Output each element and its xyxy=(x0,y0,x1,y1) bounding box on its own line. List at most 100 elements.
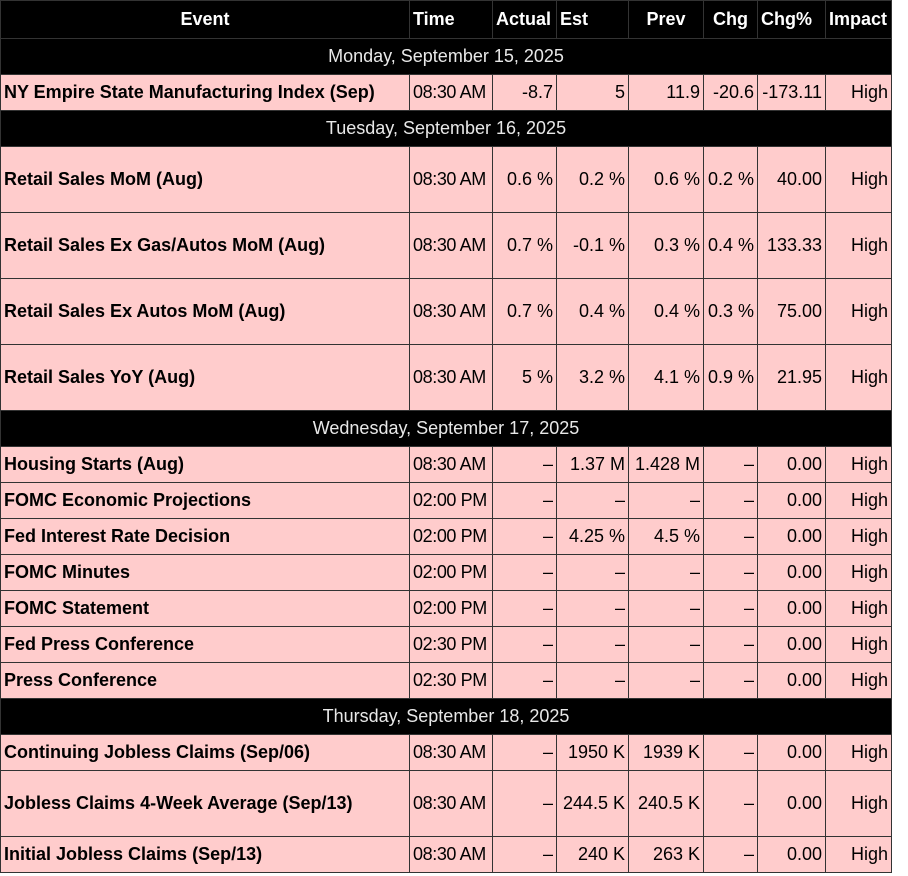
event-name: FOMC Minutes xyxy=(0,554,410,591)
previous-value: 1.428 M xyxy=(628,446,704,483)
change-percent: 21.95 xyxy=(757,344,826,411)
event-name: Retail Sales Ex Gas/Autos MoM (Aug) xyxy=(0,212,410,279)
actual-value: 0.7 % xyxy=(492,278,557,345)
actual-value: -8.7 xyxy=(492,74,557,111)
change-value: – xyxy=(703,482,758,519)
change-percent: 0.00 xyxy=(757,626,826,663)
change-percent: 133.33 xyxy=(757,212,826,279)
change-percent: 0.00 xyxy=(757,590,826,627)
actual-value: – xyxy=(492,554,557,591)
impact-level: High xyxy=(825,590,892,627)
change-value: 0.4 % xyxy=(703,212,758,279)
event-name: NY Empire State Manufacturing Index (Sep… xyxy=(0,74,410,111)
estimate-value: 5 xyxy=(556,74,629,111)
event-time: 02:00 PM xyxy=(409,590,493,627)
column-header-chg-pct: Chg% xyxy=(757,0,826,39)
day-header-row: Thursday, September 18, 2025 xyxy=(0,698,892,735)
impact-level: High xyxy=(825,734,892,771)
actual-value: – xyxy=(492,734,557,771)
event-time: 08:30 AM xyxy=(409,212,493,279)
column-header-est: Est xyxy=(556,0,629,39)
change-percent: 0.00 xyxy=(757,554,826,591)
event-time: 08:30 AM xyxy=(409,446,493,483)
event-name: Jobless Claims 4-Week Average (Sep/13) xyxy=(0,770,410,837)
impact-level: High xyxy=(825,836,892,873)
estimate-value: 3.2 % xyxy=(556,344,629,411)
event-time: 08:30 AM xyxy=(409,734,493,771)
table-row: Initial Jobless Claims (Sep/13) 08:30 AM –… xyxy=(0,836,892,873)
table-row: FOMC Statement 02:00 PM – – – –0.00 High xyxy=(0,590,892,627)
table-row: FOMC Economic Projections 02:00 PM – – – –0.0… xyxy=(0,482,892,519)
table-row: Housing Starts (Aug) 08:30 AM –1.37 M 1.428… xyxy=(0,446,892,483)
event-name: Continuing Jobless Claims (Sep/06) xyxy=(0,734,410,771)
change-value: – xyxy=(703,626,758,663)
change-value: – xyxy=(703,836,758,873)
actual-value: 0.6 % xyxy=(492,146,557,213)
actual-value: – xyxy=(492,770,557,837)
change-value: 0.2 % xyxy=(703,146,758,213)
column-header-event: Event xyxy=(0,0,410,39)
day-header-label: Wednesday, September 17, 2025 xyxy=(0,410,892,447)
change-value: – xyxy=(703,662,758,699)
impact-level: High xyxy=(825,662,892,699)
column-header-actual: Actual xyxy=(492,0,557,39)
table-row: Retail Sales YoY (Aug) 08:30 AM 5 % 3.2 % 4.… xyxy=(0,344,892,411)
day-header-label: Tuesday, September 16, 2025 xyxy=(0,110,892,147)
impact-level: High xyxy=(825,212,892,279)
impact-level: High xyxy=(825,626,892,663)
change-value: – xyxy=(703,446,758,483)
table-row: Jobless Claims 4-Week Average (Sep/13) 08… xyxy=(0,770,892,837)
estimate-value: – xyxy=(556,554,629,591)
estimate-value: 4.25 % xyxy=(556,518,629,555)
change-percent: 0.00 xyxy=(757,662,826,699)
change-value: 0.3 % xyxy=(703,278,758,345)
column-header-prev: Prev xyxy=(628,0,704,39)
table-row: Continuing Jobless Claims (Sep/06) 08:30 … xyxy=(0,734,892,771)
change-percent: 0.00 xyxy=(757,518,826,555)
event-name: Retail Sales Ex Autos MoM (Aug) xyxy=(0,278,410,345)
table-row: NY Empire State Manufacturing Index (Sep… xyxy=(0,74,892,111)
event-name: Fed Press Conference xyxy=(0,626,410,663)
day-header-label: Thursday, September 18, 2025 xyxy=(0,698,892,735)
estimate-value: – xyxy=(556,590,629,627)
change-percent: 75.00 xyxy=(757,278,826,345)
change-value: – xyxy=(703,770,758,837)
impact-level: High xyxy=(825,146,892,213)
event-name: Press Conference xyxy=(0,662,410,699)
event-name: Retail Sales MoM (Aug) xyxy=(0,146,410,213)
event-time: 02:30 PM xyxy=(409,626,493,663)
impact-level: High xyxy=(825,554,892,591)
table-row: FOMC Minutes 02:00 PM – – – –0.00 High xyxy=(0,554,892,591)
event-time: 02:00 PM xyxy=(409,518,493,555)
previous-value: 0.6 % xyxy=(628,146,704,213)
actual-value: – xyxy=(492,836,557,873)
change-percent: 0.00 xyxy=(757,836,826,873)
impact-level: High xyxy=(825,446,892,483)
actual-value: – xyxy=(492,626,557,663)
table-row: Retail Sales MoM (Aug) 08:30 AM 0.6 % 0.2 %… xyxy=(0,146,892,213)
column-header-time: Time xyxy=(409,0,493,39)
estimate-value: 244.5 K xyxy=(556,770,629,837)
column-header-chg: Chg xyxy=(703,0,758,39)
event-name: FOMC Statement xyxy=(0,590,410,627)
previous-value: 0.3 % xyxy=(628,212,704,279)
estimate-value: – xyxy=(556,482,629,519)
actual-value: 5 % xyxy=(492,344,557,411)
event-name: Fed Interest Rate Decision xyxy=(0,518,410,555)
actual-value: – xyxy=(492,662,557,699)
day-header-row: Tuesday, September 16, 2025 xyxy=(0,110,892,147)
event-name: Housing Starts (Aug) xyxy=(0,446,410,483)
estimate-value: – xyxy=(556,626,629,663)
estimate-value: – xyxy=(556,662,629,699)
table-header: Event Time Actual Est Prev Chg Chg% Impa… xyxy=(0,0,892,39)
previous-value: 4.5 % xyxy=(628,518,704,555)
day-header-row: Monday, September 15, 2025 xyxy=(0,38,892,75)
event-name: FOMC Economic Projections xyxy=(0,482,410,519)
event-time: 08:30 AM xyxy=(409,344,493,411)
previous-value: – xyxy=(628,662,704,699)
change-value: -20.6 xyxy=(703,74,758,111)
impact-level: High xyxy=(825,344,892,411)
change-value: 0.9 % xyxy=(703,344,758,411)
event-time: 08:30 AM xyxy=(409,74,493,111)
event-time: 08:30 AM xyxy=(409,836,493,873)
